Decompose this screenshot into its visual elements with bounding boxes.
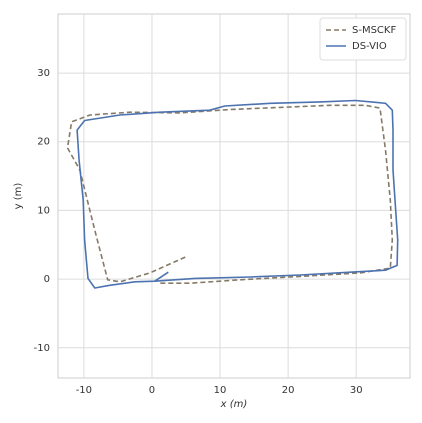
x-axis-label: x (m) — [220, 399, 248, 410]
plot-area — [57, 13, 411, 379]
y-tick-label: -10 — [34, 343, 50, 354]
y-axis-label: y (m) — [13, 183, 24, 210]
y-tick-label: 30 — [37, 68, 50, 79]
trajectory-line — [66, 104, 394, 284]
x-tick-label: -10 — [76, 385, 92, 396]
trajectory-line — [76, 99, 399, 289]
x-tick-label: 20 — [282, 385, 295, 396]
x-tick-label: 30 — [350, 385, 363, 396]
y-tick-label: 0 — [44, 274, 50, 285]
x-tick-label: 0 — [149, 385, 155, 396]
legend-box — [319, 17, 407, 61]
x-tick-label: 10 — [214, 385, 227, 396]
y-tick-label: 10 — [37, 205, 50, 216]
legend-label: DS-VIO — [352, 41, 387, 52]
y-tick-label: 20 — [37, 137, 50, 148]
legend-label: S-MSCKF — [352, 25, 396, 36]
